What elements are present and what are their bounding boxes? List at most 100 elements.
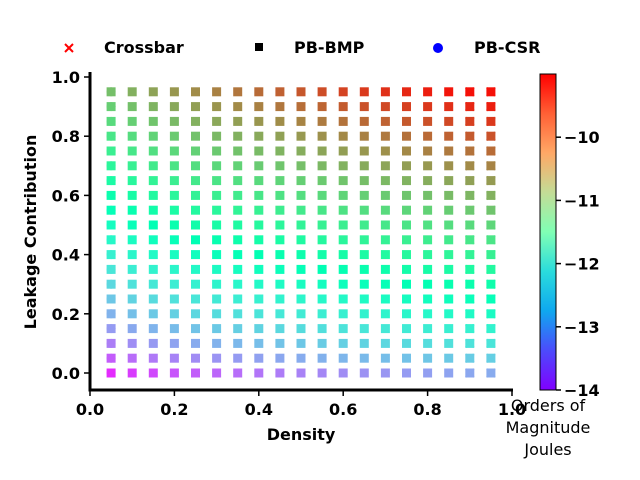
pb-bmp-marker [212,324,222,334]
pb-bmp-marker [233,131,243,141]
pb-bmp-marker [233,161,243,171]
pb-bmp-marker [317,161,327,171]
pb-bmp-marker [148,324,158,334]
pb-bmp-marker [254,220,264,230]
pb-bmp-marker [380,250,390,260]
pb-bmp-marker [212,353,222,363]
pb-bmp-marker [127,190,137,200]
crossbar-marker [465,190,475,201]
pb-bmp-marker [296,324,306,334]
pb-bmp-marker [275,353,285,363]
pb-bmp-marker [338,235,348,245]
pb-bmp-marker [317,324,327,334]
pb-csr-marker [106,294,116,304]
pb-bmp-marker [296,116,306,126]
pb-bmp-marker [359,190,369,200]
pb-bmp-marker [212,146,222,156]
pb-bmp-marker [380,116,390,126]
legend-marker-circle [433,43,443,53]
pb-csr-marker [106,235,116,245]
pb-bmp-marker [380,235,390,245]
crossbar-marker [465,220,475,230]
pb-bmp-marker [148,87,158,97]
pb-bmp-marker [423,235,433,245]
pb-bmp-marker [338,264,348,274]
pb-bmp-marker [191,264,200,274]
pb-csr-marker [106,87,116,97]
pb-bmp-marker [296,205,306,215]
pb-csr-marker [106,161,116,171]
pb-bmp-marker [359,87,369,97]
crossbar-marker [486,323,496,334]
pb-bmp-marker [380,102,390,112]
pb-bmp-marker [338,220,348,230]
pb-bmp-marker [359,235,369,245]
pb-bmp-marker [254,87,264,97]
pb-bmp-marker [380,279,390,289]
pb-bmp-marker [359,131,369,141]
crossbar-marker [486,146,496,156]
pb-bmp-marker [317,264,327,274]
pb-bmp-marker [402,250,411,260]
crossbar-marker [465,294,475,304]
pb-bmp-marker [423,161,433,171]
pb-bmp-marker [191,294,200,304]
pb-bmp-marker [254,205,264,215]
pb-bmp-marker [359,324,369,334]
pb-bmp-marker [127,264,137,274]
pb-bmp-marker [317,368,327,378]
pb-bmp-marker [296,87,306,97]
pb-bmp-marker [296,176,306,186]
pb-bmp-marker [275,116,285,126]
pb-bmp-marker [402,131,411,141]
pb-bmp-marker [317,131,327,141]
crossbar-marker [486,294,496,304]
pb-bmp-marker [317,279,327,289]
pb-bmp-marker [254,353,264,363]
pb-bmp-marker [148,294,158,304]
pb-bmp-marker [380,220,390,230]
pb-bmp-marker [233,324,243,334]
pb-bmp-marker [402,235,411,245]
pb-bmp-marker [233,264,243,274]
pb-bmp-marker [233,116,243,126]
pb-bmp-marker [359,250,369,260]
pb-bmp-marker [338,324,348,334]
crossbar-marker [486,264,496,275]
plot-area: 0.0 0.2 0.4 0.6 0.8 1.0 0.0 0.2 0.4 0.6 0.8 1.0 De… [21,68,526,444]
pb-bmp-marker [296,264,306,274]
pb-bmp-marker [233,176,243,186]
pb-bmp-marker [212,161,222,171]
pb-bmp-marker [296,161,306,171]
pb-bmp-marker [212,250,222,260]
pb-bmp-marker [402,294,411,304]
pb-bmp-marker [317,353,327,363]
pb-bmp-marker [127,102,137,112]
pb-bmp-marker [148,190,158,200]
pb-csr-marker [106,131,116,141]
pb-bmp-marker [169,264,179,274]
colorbar-title-line-3: Joules [523,440,571,459]
pb-csr-marker [106,250,116,260]
crossbar-marker [465,146,475,156]
pb-bmp-marker [169,102,179,112]
pb-csr-marker [106,368,116,378]
pb-bmp-marker [275,279,285,289]
crossbar-marker [486,338,496,349]
pb-bmp-marker [359,338,369,348]
pb-bmp-marker [148,116,158,126]
pb-bmp-marker [402,279,411,289]
colorbar-title-line-1: Orders of [511,396,586,415]
pb-bmp-marker [169,235,179,245]
x-axis-ticks: 0.0 0.2 0.4 0.6 0.8 1.0 [76,391,526,419]
crossbar-marker [486,368,496,378]
pb-bmp-marker [338,161,348,171]
pb-bmp-marker [127,176,137,186]
pb-bmp-marker [148,220,158,230]
pb-bmp-marker [423,338,433,348]
pb-bmp-marker [338,131,348,141]
pb-bmp-marker [296,294,306,304]
legend-entry-crossbar: Crossbar [64,38,184,57]
pb-bmp-marker [169,324,179,334]
pb-bmp-marker [380,131,390,141]
